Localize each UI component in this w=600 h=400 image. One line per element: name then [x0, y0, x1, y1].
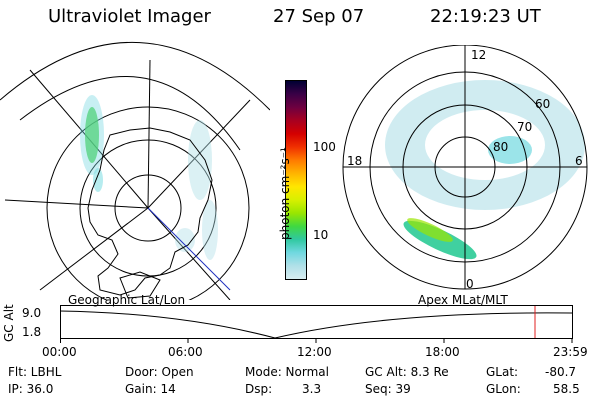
gc-alt-status: GC Alt: 8.3 Re [365, 365, 449, 379]
colorbar-tick-10: 10 [313, 228, 329, 242]
geographic-map [0, 41, 270, 300]
auroral-emission-left [80, 95, 218, 260]
altitude-plot [60, 305, 573, 343]
colorbar-unit-label: photon cm⁻²s⁻¹ [278, 147, 292, 240]
colorbar-tick-100: 100 [313, 140, 336, 154]
altitude-tick-1-8: 1.8 [22, 325, 42, 339]
dsp-value: 3.3 [302, 382, 322, 396]
seq-status: Seq: 39 [365, 382, 411, 396]
antarctica-outline [87, 127, 213, 296]
meridians [4, 59, 251, 300]
time-tick-0600: 06:00 [168, 345, 203, 359]
glat-value: -80.7 [545, 365, 577, 379]
mlt-label-12: 12 [471, 48, 486, 62]
altitude-curve [60, 310, 573, 339]
mlt-label-6: 6 [575, 154, 583, 168]
mlat-label-60: 60 [535, 97, 550, 111]
sun-direction-line [147, 207, 231, 291]
ip-status: IP: 36.0 [8, 382, 54, 396]
glon-label: GLon: [486, 382, 521, 396]
mlat-label-70: 70 [517, 120, 532, 134]
time-tick-0000: 00:00 [42, 345, 77, 359]
mlat-label-80: 80 [493, 140, 508, 154]
time-label: 22:19:23 UT [430, 6, 541, 27]
altitude-tick-9: 9.0 [22, 306, 42, 320]
time-tick-1800: 18:00 [425, 345, 460, 359]
mlt-label-0: 0 [466, 277, 474, 291]
right-map-caption: Apex MLat/MLT [418, 293, 508, 307]
time-tick-1200: 12:00 [297, 345, 332, 359]
instrument-title: Ultraviolet Imager [48, 6, 211, 27]
magnetic-map: 12 0 18 6 60 70 80 [342, 45, 588, 291]
filter-status: Flt: LBHL [8, 365, 62, 379]
mode-status: Mode: Normal [245, 365, 329, 379]
colorbar [270, 75, 307, 285]
door-status: Door: Open [125, 365, 194, 379]
gain-status: Gain: 14 [125, 382, 176, 396]
glon-value: 58.5 [553, 382, 580, 396]
time-tick-2359: 23:59 [553, 345, 588, 359]
mlt-label-18: 18 [347, 154, 362, 168]
altitude-axis-label: GC Alt [2, 304, 16, 342]
latitude-circles [0, 41, 270, 300]
mlt-meridians [343, 45, 587, 289]
dsp-label: Dsp: [245, 382, 273, 396]
glat-label: GLat: [486, 365, 519, 379]
date-label: 27 Sep 07 [273, 6, 365, 27]
left-map-caption: Geographic Lat/Lon [68, 293, 186, 307]
